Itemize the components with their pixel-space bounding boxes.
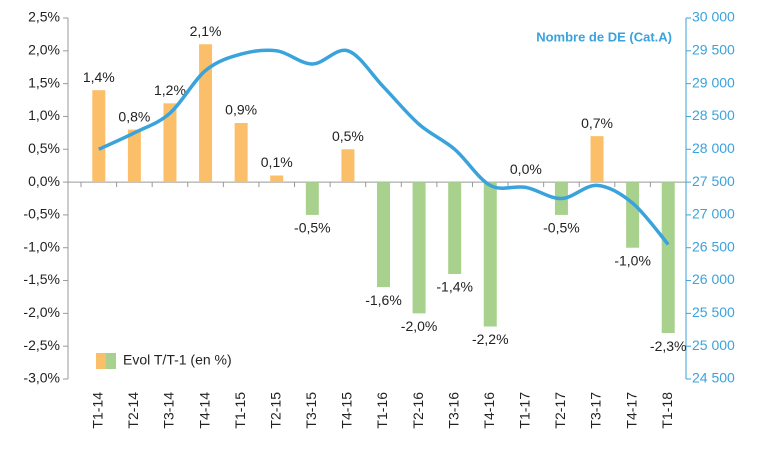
x-tick-label: T2-17 bbox=[552, 392, 568, 429]
x-tick-label: T2-14 bbox=[125, 392, 141, 429]
y-tick-label: 2,0% bbox=[28, 42, 60, 58]
bar bbox=[483, 182, 497, 327]
bar bbox=[163, 103, 177, 183]
bar bbox=[448, 182, 462, 274]
y2-tick-label: 28 000 bbox=[692, 140, 735, 156]
data-label: -1,6% bbox=[365, 292, 402, 308]
bar bbox=[341, 149, 355, 183]
y-tick-label: 0,0% bbox=[28, 173, 60, 189]
x-tick-label: T1-17 bbox=[517, 392, 533, 429]
y2-tick-label: 25 500 bbox=[692, 304, 735, 320]
data-label: 0,7% bbox=[581, 115, 613, 131]
y2-tick-label: 29 000 bbox=[692, 74, 735, 90]
data-label: 0,1% bbox=[261, 154, 293, 170]
bar bbox=[661, 182, 675, 334]
x-tick-label: T3-17 bbox=[588, 392, 604, 429]
bar bbox=[270, 175, 284, 183]
x-tick-label: T2-16 bbox=[410, 392, 426, 429]
y2-tick-label: 27 500 bbox=[692, 173, 735, 189]
y2-tick-label: 30 000 bbox=[692, 9, 735, 25]
data-label: -0,5% bbox=[294, 220, 331, 236]
line bbox=[98, 48, 670, 246]
data-label: 0,9% bbox=[225, 102, 257, 118]
y-tick-label: -2,5% bbox=[23, 337, 60, 353]
y2-tick-label: 26 500 bbox=[692, 238, 735, 254]
x-tick-label: T3-16 bbox=[445, 392, 461, 429]
y2-tick-label: 27 000 bbox=[692, 206, 735, 222]
y-tick-label: -0,5% bbox=[23, 206, 60, 222]
bar bbox=[412, 182, 426, 314]
x-tick-label: T4-17 bbox=[623, 392, 639, 429]
data-label: 2,1% bbox=[190, 23, 222, 39]
data-label: -2,3% bbox=[650, 338, 687, 354]
y-tick-label: -2,0% bbox=[23, 304, 60, 320]
data-label: 1,4% bbox=[83, 69, 115, 85]
x-tick-label: T4-16 bbox=[481, 392, 497, 429]
data-label: 0,0% bbox=[510, 161, 542, 177]
bar bbox=[626, 182, 640, 248]
y-tick-label: 0,5% bbox=[28, 140, 60, 156]
x-tick-label: T1-18 bbox=[659, 392, 675, 429]
y2-tick-label: 24 500 bbox=[692, 370, 735, 386]
y2-tick-label: 26 000 bbox=[692, 271, 735, 287]
bar bbox=[305, 182, 319, 215]
bar bbox=[234, 123, 248, 183]
series-label: Nombre de DE (Cat.A) bbox=[536, 29, 672, 44]
bar bbox=[127, 129, 141, 183]
legend-label: Evol T/T-1 (en %) bbox=[123, 352, 232, 368]
y2-tick-label: 29 500 bbox=[692, 42, 735, 58]
data-label: -2,0% bbox=[401, 318, 438, 334]
data-label: -2,2% bbox=[472, 331, 509, 347]
data-label: 1,2% bbox=[154, 82, 186, 98]
bar bbox=[199, 44, 213, 183]
data-label: 0,5% bbox=[332, 128, 364, 144]
y-tick-label: -3,0% bbox=[23, 370, 60, 386]
x-tick-label: T4-15 bbox=[339, 392, 355, 429]
y2-tick-label: 25 000 bbox=[692, 337, 735, 353]
x-tick-label: T1-16 bbox=[374, 392, 390, 429]
x-tick-label: T1-15 bbox=[232, 392, 248, 429]
x-tick-label: T3-14 bbox=[161, 392, 177, 429]
legend-swatch bbox=[96, 353, 106, 369]
data-label: -1,0% bbox=[614, 252, 651, 268]
bar bbox=[92, 90, 106, 183]
data-label: -1,4% bbox=[436, 279, 473, 295]
bar bbox=[590, 136, 604, 183]
data-label: -0,5% bbox=[543, 220, 580, 236]
bar bbox=[377, 182, 390, 288]
y-tick-label: 2,5% bbox=[28, 9, 60, 25]
y2-tick-label: 28 500 bbox=[692, 107, 735, 123]
legend-swatch bbox=[106, 353, 116, 369]
x-tick-label: T4-14 bbox=[196, 392, 212, 429]
y-tick-label: 1,5% bbox=[28, 74, 60, 90]
y-tick-label: -1,5% bbox=[23, 271, 60, 287]
y-tick-label: -1,0% bbox=[23, 238, 60, 254]
x-tick-label: T3-15 bbox=[303, 392, 319, 429]
data-label: 0,8% bbox=[118, 108, 150, 124]
x-tick-label: T2-15 bbox=[267, 392, 283, 429]
x-tick-label: T1-14 bbox=[89, 392, 105, 429]
y-tick-label: 1,0% bbox=[28, 107, 60, 123]
